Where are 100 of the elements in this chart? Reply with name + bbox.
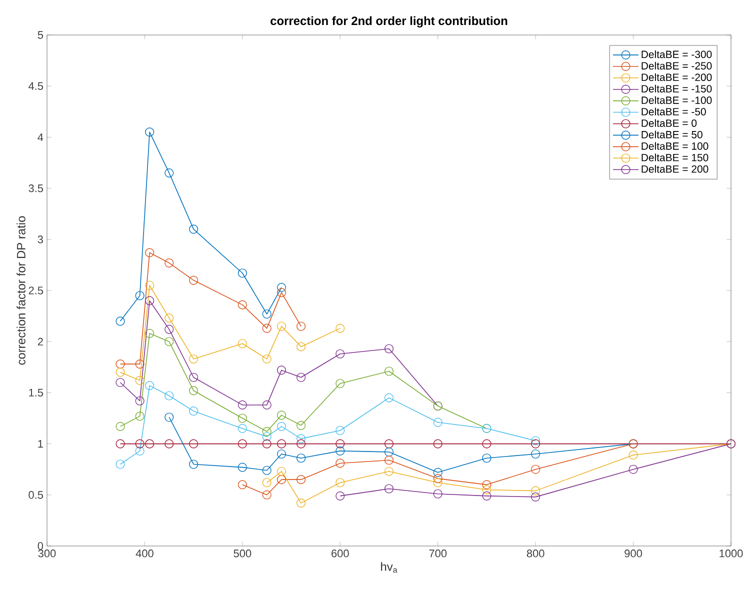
point: [238, 400, 247, 410]
point: [262, 439, 272, 448]
x-tick-label: 800: [526, 550, 544, 558]
point: [164, 439, 174, 448]
point: [135, 291, 144, 300]
point: [116, 360, 125, 369]
point: [531, 492, 540, 502]
legend-label: DeltaBE = -250: [642, 62, 712, 70]
point: [189, 354, 198, 364]
point: [276, 282, 286, 292]
point: [238, 300, 247, 310]
x-tick-label: 400: [136, 550, 154, 558]
point: [164, 258, 174, 268]
point: [531, 449, 540, 459]
point: [433, 474, 442, 484]
point: [135, 439, 144, 448]
point: [296, 342, 306, 352]
point: [276, 288, 286, 298]
point: [145, 439, 154, 448]
point: [262, 466, 272, 475]
point: [164, 168, 174, 178]
point: [135, 446, 144, 456]
point: [433, 418, 442, 427]
y-tick-label: 2: [38, 338, 43, 346]
point: [135, 412, 144, 421]
x-tick-label: 1000: [720, 550, 743, 558]
point: [276, 410, 286, 420]
point: [433, 439, 442, 448]
point: [336, 446, 345, 456]
point: [384, 466, 394, 476]
chart-title: correction for 2nd order light contribution: [270, 16, 508, 28]
point: [189, 386, 198, 396]
legend-label: DeltaBE = -50: [642, 108, 706, 116]
point: [384, 484, 394, 494]
point: [384, 393, 394, 402]
point: [531, 486, 540, 496]
point: [276, 439, 286, 448]
point: [145, 280, 154, 290]
y-axis-title: correction factor for DP ratio: [16, 216, 26, 365]
point: [384, 439, 394, 448]
point: [336, 478, 345, 488]
y-tick-label: 4.5: [28, 82, 44, 90]
point: [296, 475, 306, 484]
point: [262, 400, 272, 410]
point: [262, 354, 272, 364]
point: [238, 424, 247, 434]
y-tick-label: 0.5: [28, 491, 44, 499]
point: [276, 422, 286, 431]
point: [238, 414, 247, 423]
legend-label: DeltaBE = 50: [642, 130, 702, 138]
point: [384, 447, 394, 457]
x-tick-label: 300: [38, 550, 56, 558]
point: [628, 450, 638, 460]
x-axis-title: hv$_{a}$: [381, 562, 398, 573]
point: [296, 454, 306, 463]
point: [276, 475, 286, 484]
point: [164, 412, 174, 422]
point: [482, 485, 492, 494]
point: [189, 406, 198, 416]
point: [296, 372, 306, 382]
point: [296, 420, 306, 430]
legend-label: DeltaBE = -200: [642, 73, 712, 82]
y-tick-label: 4: [38, 133, 44, 141]
point: [482, 491, 492, 500]
point: [482, 439, 492, 448]
point: [116, 422, 125, 431]
point: [135, 360, 144, 369]
point: [276, 322, 286, 331]
point: [262, 432, 272, 442]
point: [531, 439, 540, 448]
x-tick-label: 700: [429, 550, 447, 558]
point: [238, 339, 247, 348]
point: [189, 224, 198, 234]
point: [145, 128, 154, 137]
point: [336, 349, 345, 358]
point: [164, 391, 174, 400]
point: [296, 498, 306, 508]
point: [238, 480, 247, 490]
point: [116, 316, 125, 326]
point: [164, 337, 174, 346]
point: [145, 296, 154, 306]
legend-label: DeltaBE = -150: [642, 84, 712, 92]
point: [189, 460, 198, 469]
point: [336, 324, 345, 333]
y-tick-label: 1: [38, 440, 43, 448]
point: [135, 376, 144, 385]
point: [336, 426, 345, 436]
point: [145, 248, 154, 258]
point: [336, 439, 345, 448]
point: [482, 454, 492, 463]
point: [164, 314, 174, 323]
legend-label: DeltaBE = 150: [642, 154, 708, 162]
point: [145, 328, 154, 338]
point: [262, 309, 272, 319]
x-tick-label: 900: [624, 550, 642, 558]
point: [164, 324, 174, 334]
point: [276, 466, 286, 476]
point: [296, 434, 306, 444]
point: [531, 464, 540, 474]
point: [336, 491, 345, 500]
